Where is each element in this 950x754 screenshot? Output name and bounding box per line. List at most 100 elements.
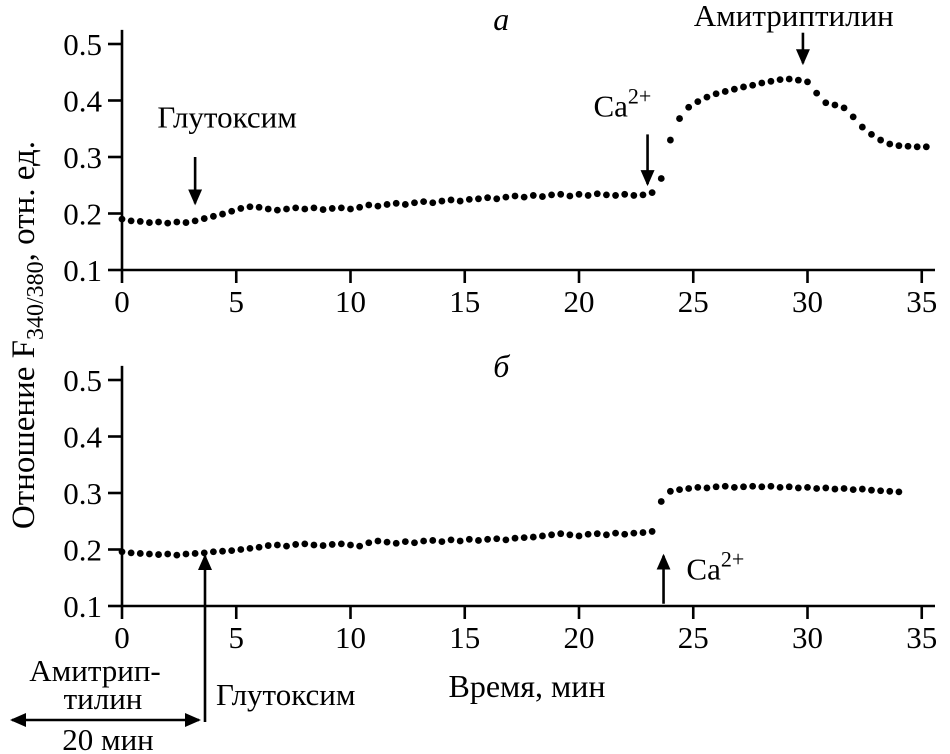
data-point xyxy=(520,193,528,201)
panel-letter-a: а xyxy=(493,1,509,37)
data-point xyxy=(438,197,446,205)
data-point xyxy=(630,529,638,537)
data-point xyxy=(813,485,821,492)
data-point xyxy=(365,201,373,209)
data-point xyxy=(648,528,656,535)
data-point xyxy=(283,205,290,213)
data-point xyxy=(749,81,757,89)
data-point xyxy=(621,190,629,198)
data-point xyxy=(200,215,208,222)
data-point xyxy=(191,550,199,557)
data-point xyxy=(127,217,135,225)
data-point xyxy=(210,212,217,220)
data-point xyxy=(246,544,254,552)
data-point xyxy=(612,192,619,199)
data-point xyxy=(328,205,336,212)
data-point xyxy=(283,542,290,550)
data-point xyxy=(584,192,592,199)
amitriptyline-label-b-line2: тилин xyxy=(64,681,143,716)
data-point xyxy=(337,204,345,212)
data-point xyxy=(127,549,135,557)
data-point xyxy=(136,550,144,557)
data-point xyxy=(301,205,309,213)
data-point xyxy=(511,534,519,542)
data-point xyxy=(219,547,226,555)
data-point xyxy=(429,199,437,207)
data-point xyxy=(767,482,775,490)
data-point xyxy=(648,189,656,196)
data-point xyxy=(447,196,455,204)
data-point xyxy=(575,532,583,540)
data-point xyxy=(822,484,830,492)
y-tick-label: 0.2 xyxy=(63,533,102,568)
data-point xyxy=(593,530,601,538)
data-point xyxy=(548,191,555,199)
data-point xyxy=(539,532,546,540)
y-tick-label: 0.5 xyxy=(63,363,102,398)
x-tick-label: 10 xyxy=(335,620,366,655)
data-point xyxy=(155,551,162,558)
data-point xyxy=(895,488,903,496)
data-point xyxy=(767,77,775,85)
data-point xyxy=(173,551,181,559)
data-point xyxy=(319,542,327,549)
data-point xyxy=(566,531,574,539)
data-point xyxy=(411,539,418,547)
data-point xyxy=(895,142,903,150)
data-point xyxy=(539,193,546,200)
data-point xyxy=(676,486,683,494)
x-tick-label: 10 xyxy=(335,284,366,319)
data-point xyxy=(840,485,848,492)
data-point xyxy=(557,530,565,538)
panel-a: 0.1 0.2 0.3 0.4 0.5 0 5 10 15 20 25 30 35 а Глутоксим C… xyxy=(63,0,937,319)
y-axis-title: Отношение F340/380, отн. ед. xyxy=(6,141,49,529)
x-tick-label: 5 xyxy=(229,284,245,319)
data-point xyxy=(401,538,409,545)
y-tick-label: 0.2 xyxy=(63,197,102,232)
data-point xyxy=(858,485,866,493)
data-point xyxy=(657,175,665,182)
data-point xyxy=(465,535,473,543)
data-point xyxy=(849,486,857,494)
data-point xyxy=(639,529,647,536)
data-point xyxy=(630,192,638,199)
data-point xyxy=(401,201,409,208)
data-point xyxy=(475,195,482,203)
data-point xyxy=(392,539,400,547)
data-point xyxy=(730,85,738,93)
data-point xyxy=(493,535,501,543)
data-point xyxy=(429,537,437,544)
data-point xyxy=(465,195,473,203)
glutoxim-label-b: Глутоксим xyxy=(216,677,355,712)
data-point xyxy=(356,542,364,550)
data-point xyxy=(913,143,921,151)
data-point xyxy=(584,530,592,538)
data-point xyxy=(411,199,418,207)
data-point xyxy=(228,207,236,215)
data-point xyxy=(657,498,665,505)
data-point xyxy=(639,191,647,199)
data-point xyxy=(219,210,226,218)
data-point xyxy=(529,192,537,199)
data-point xyxy=(511,192,519,200)
data-point xyxy=(264,205,272,213)
data-point xyxy=(877,136,885,144)
preincubation-duration-label: 20 мин xyxy=(62,722,154,754)
data-point xyxy=(484,194,491,202)
data-point xyxy=(785,75,793,83)
y-tick-label: 0.1 xyxy=(63,589,102,624)
data-point xyxy=(868,486,875,494)
data-point xyxy=(749,482,757,490)
x-tick-label: 15 xyxy=(449,620,480,655)
data-point xyxy=(794,76,802,84)
data-point xyxy=(813,89,821,97)
data-point xyxy=(237,546,245,553)
data-point xyxy=(456,197,464,205)
calcium-label-a: Ca2+ xyxy=(593,83,651,123)
data-point xyxy=(740,83,747,91)
data-point xyxy=(182,219,190,226)
data-point xyxy=(420,198,428,206)
data-point xyxy=(566,192,574,200)
